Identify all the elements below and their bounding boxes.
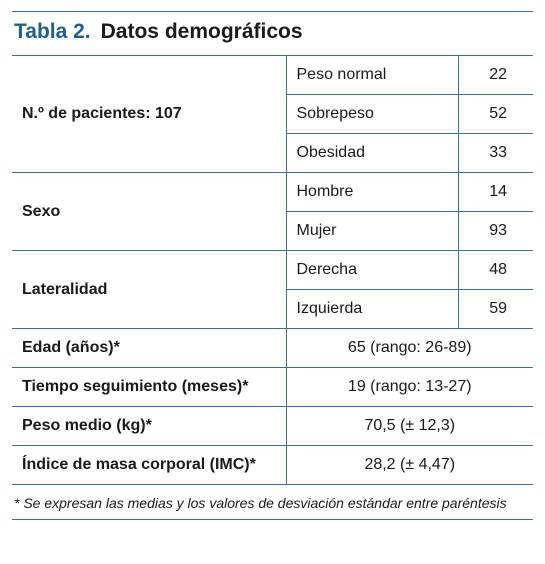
group-label: Lateralidad [12, 250, 287, 329]
summary-value: 28,2 (± 4,47) [285, 445, 533, 485]
category: Derecha [285, 250, 459, 290]
summary-label: Tiempo seguimiento (meses)* [12, 367, 287, 407]
row: Sobrepeso 52 [12, 94, 533, 134]
title-label: Tabla 2. [14, 20, 91, 43]
group-label: Sexo [12, 172, 287, 251]
row: Tiempo seguimiento (meses)* 19 (rango: 13… [12, 367, 533, 407]
summary-value: 70,5 (± 12,3) [285, 406, 533, 446]
count: 33 [457, 133, 533, 173]
row: Obesidad 33 [12, 133, 533, 173]
row: Sexo Hombre 14 [12, 172, 533, 251]
row: Edad (años)* 65 (rango: 26-89) [12, 328, 533, 368]
row: Lateralidad Derecha 48 [12, 250, 533, 329]
count: 52 [457, 94, 533, 134]
table: N.º de pacientes: 107 Peso normal 22 Sobrep… [12, 55, 533, 485]
summary-label: Peso medio (kg)* [12, 406, 287, 446]
category: Sobrepeso [286, 94, 459, 134]
category: Izquierda [286, 289, 459, 329]
category: Peso normal [285, 55, 459, 95]
summary-label: Índice de masa corporal (IMC)* [12, 445, 287, 485]
count: 22 [457, 55, 533, 95]
count: 14 [457, 172, 533, 212]
summary-label: Edad (años)* [12, 328, 287, 368]
count: 48 [457, 250, 533, 290]
category: Mujer [286, 211, 459, 251]
row: Peso medio (kg)* 70,5 (± 12,3) [12, 406, 533, 446]
summary-value: 65 (rango: 26-89) [285, 328, 533, 368]
row: N.º de pacientes: 107 Peso normal 22 [12, 55, 533, 173]
row: Izquierda 59 [12, 289, 533, 329]
group-label: N.º de pacientes: 107 [12, 55, 287, 173]
footnote: * Se expresan las medias y los valores d… [12, 485, 533, 520]
title-text: Datos demográficos [100, 20, 303, 43]
table-figure: Tabla 2. Datos demográficos N.º de pacien… [12, 11, 533, 520]
title: Tabla 2. Datos demográficos [12, 12, 533, 55]
category: Hombre [285, 172, 459, 212]
category: Obesidad [286, 133, 459, 173]
row: Índice de masa corporal (IMC)* 28,2 (± 4,… [12, 445, 533, 485]
summary-value: 19 (rango: 13-27) [285, 367, 533, 407]
count: 59 [457, 289, 533, 329]
count: 93 [457, 211, 533, 251]
